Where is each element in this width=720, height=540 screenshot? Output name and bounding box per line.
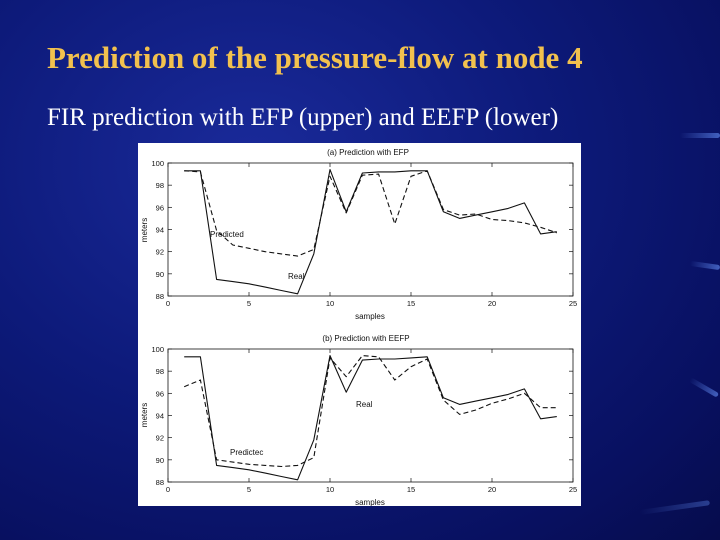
decorative-streak xyxy=(689,260,720,271)
y-tick-label: 94 xyxy=(156,412,164,421)
chart-annotation: Real xyxy=(288,272,305,281)
chart-annotation: Predictec xyxy=(230,448,263,457)
series-line-real xyxy=(184,169,557,295)
y-axis-label: meters xyxy=(140,218,149,242)
x-axis-label: samples xyxy=(355,498,385,506)
y-tick-label: 94 xyxy=(156,226,164,235)
x-tick-label: 10 xyxy=(326,485,334,494)
chart-annotation: Predicted xyxy=(210,230,244,239)
slide-subtitle: FIR prediction with EFP (upper) and EEFP… xyxy=(47,104,559,131)
y-tick-label: 98 xyxy=(156,181,164,190)
x-tick-label: 15 xyxy=(407,485,415,494)
decorative-streak xyxy=(688,377,720,398)
y-tick-label: 88 xyxy=(156,292,164,301)
x-tick-label: 5 xyxy=(247,485,251,494)
chart-annotation: Real xyxy=(356,400,373,409)
series-line-predicted xyxy=(183,355,557,468)
y-tick-label: 96 xyxy=(156,389,164,398)
y-tick-label: 88 xyxy=(156,478,164,487)
y-tick-label: 100 xyxy=(151,345,164,354)
y-tick-label: 92 xyxy=(156,248,164,257)
x-tick-label: 20 xyxy=(488,299,496,308)
x-axis-label: samples xyxy=(355,312,385,321)
y-tick-label: 100 xyxy=(151,159,164,168)
y-axis-label: meters xyxy=(140,403,149,427)
x-tick-label: 0 xyxy=(166,299,170,308)
plot-frame xyxy=(167,348,574,483)
decorative-streak xyxy=(639,500,711,515)
y-tick-label: 96 xyxy=(156,203,164,212)
chart-title: (b) Prediction with EEFP xyxy=(322,334,409,343)
x-tick-label: 10 xyxy=(326,299,334,308)
y-tick-label: 92 xyxy=(156,434,164,443)
decorative-streak xyxy=(680,133,720,138)
x-tick-label: 0 xyxy=(166,485,170,494)
y-tick-label: 90 xyxy=(156,456,164,465)
x-tick-label: 20 xyxy=(488,485,496,494)
y-tick-label: 98 xyxy=(156,367,164,376)
slide-title: Prediction of the pressure-flow at node … xyxy=(47,40,583,75)
x-tick-label: 5 xyxy=(247,299,251,308)
series-line-predicted xyxy=(184,170,557,257)
series-line-real xyxy=(184,355,557,481)
y-tick-label: 90 xyxy=(156,270,164,279)
x-tick-label: 25 xyxy=(569,485,577,494)
x-tick-label: 25 xyxy=(569,299,577,308)
chart-title: (a) Prediction with EFP xyxy=(327,148,409,157)
x-tick-label: 15 xyxy=(407,299,415,308)
chart-figure: 88 90 92 94 96 98 100 0 5 10 15 20 25 (a) Prediction … xyxy=(138,143,581,506)
